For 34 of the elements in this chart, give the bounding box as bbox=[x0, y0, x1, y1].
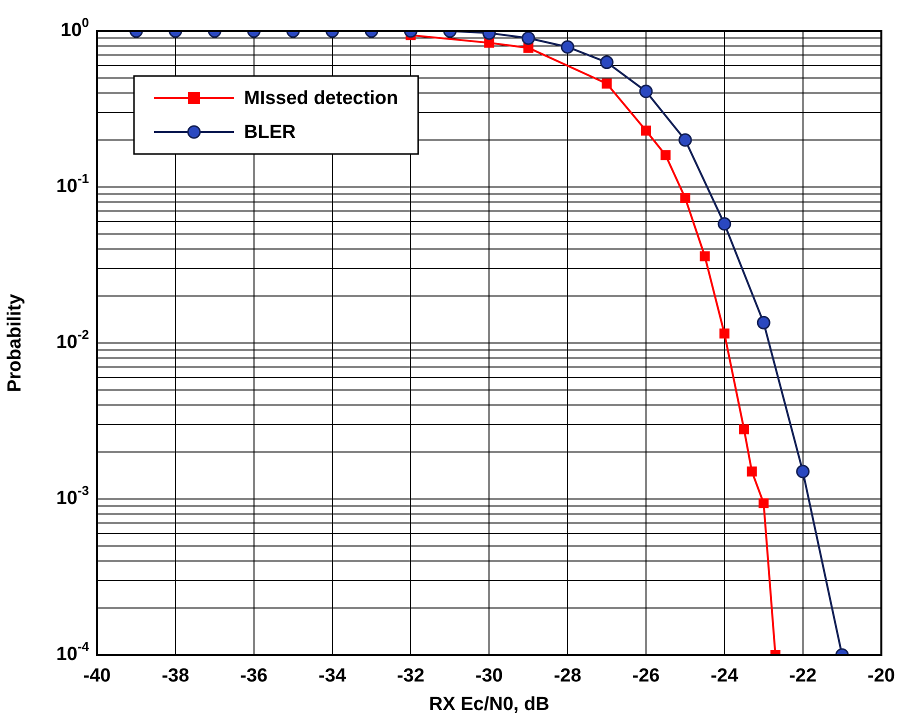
point bbox=[680, 193, 690, 204]
point bbox=[756, 316, 770, 330]
x-tick-label: -28 bbox=[554, 666, 582, 687]
legend-label: BLER bbox=[244, 122, 296, 144]
point bbox=[739, 424, 750, 434]
x-tick-label: -38 bbox=[162, 666, 190, 687]
x-tick-label: -20 bbox=[868, 666, 896, 687]
point bbox=[660, 150, 671, 160]
point bbox=[718, 217, 732, 231]
x-tick-label: -36 bbox=[240, 666, 268, 687]
point bbox=[522, 31, 536, 45]
x-tick-label: -34 bbox=[318, 666, 346, 687]
point bbox=[719, 328, 730, 339]
x-tick-label: -30 bbox=[475, 666, 503, 687]
x-tick-label: -26 bbox=[632, 666, 660, 687]
x-tick-label: -22 bbox=[789, 666, 817, 687]
point bbox=[600, 56, 614, 70]
point bbox=[678, 133, 692, 147]
point bbox=[560, 40, 574, 54]
point bbox=[746, 466, 757, 477]
x-tick-label: -24 bbox=[710, 666, 739, 687]
x-axis-title: RX Ec/N0, dB bbox=[428, 694, 550, 715]
point bbox=[758, 498, 769, 508]
point bbox=[602, 78, 612, 89]
point bbox=[796, 464, 810, 478]
x-tick-label: -32 bbox=[396, 666, 424, 687]
point bbox=[639, 84, 653, 98]
y-axis-title: Probability bbox=[4, 293, 26, 392]
point bbox=[484, 38, 494, 48]
point bbox=[523, 42, 534, 53]
point bbox=[640, 126, 651, 136]
x-tick-label: -40 bbox=[83, 666, 111, 687]
point bbox=[700, 251, 710, 262]
legend-label: MIssed detection bbox=[244, 88, 398, 110]
